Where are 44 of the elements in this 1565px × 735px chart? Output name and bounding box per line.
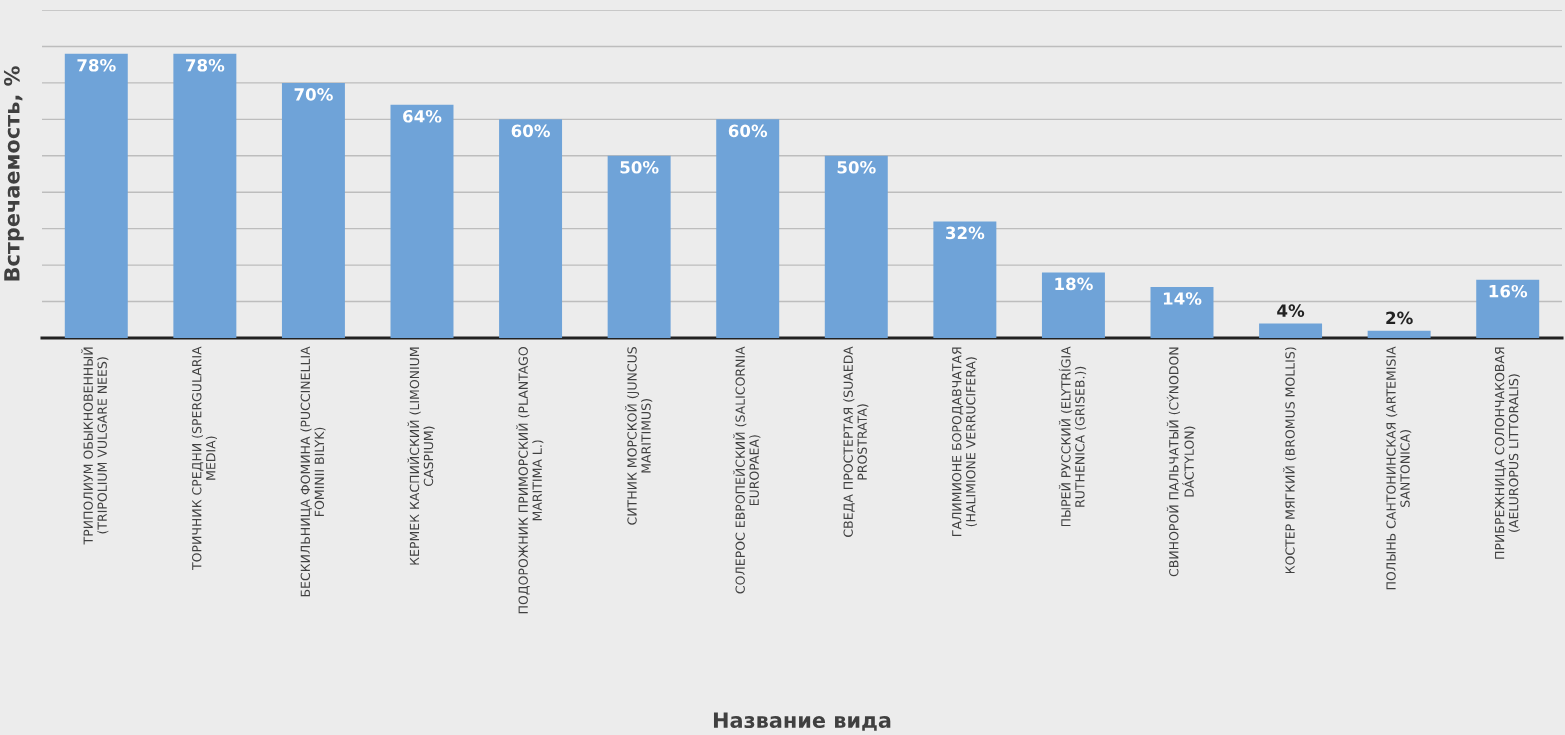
bar [281,82,345,338]
bar [716,119,780,338]
bar [173,53,237,338]
data-label: 60% [511,124,550,138]
data-label: 4% [1277,304,1305,317]
x-tick-label: ТРИПОЛИУМ ОБЫКНОВЕННЫЙ (TRIPOLIUM VULGARE NEES) [81,347,109,545]
x-tick-label: СИТНИК МОРСКОЙ (JUNCUS MARITIMUS) [625,347,653,525]
bar [499,119,563,338]
x-tick-label: ПОДОРОЖНИК ПРИМОРСКИЙ (PLANTAGO MARITIMA L.) [516,347,544,614]
bar [824,155,888,338]
bar [933,221,997,338]
x-tick-label: ТОРИЧНИК СРЕДНИ (SPERGULARIA MEDIA) [191,346,217,571]
data-label: 14% [1163,292,1202,305]
data-label: 78% [186,58,225,72]
x-tick-label: КЕРМЕК КАСПИЙСКИЙ (LIMONIUM CASPIUM) [407,347,435,565]
x-tick-label: ПЫРЕЙ РУССКИЙ (ELYTRÍGIA RUTHENICA (GRISEB.)) [1058,346,1087,527]
x-tick-label: ГАЛИМИОНЕ БОРОДАВЧАТАЯ (HALIMIONE VERRUCIFERA) [952,347,977,536]
bar [607,155,671,338]
data-label: 32% [946,226,985,240]
bar [64,53,128,338]
x-tick-label: СВИНОРОЙ ПАЛЬЧАТЫЙ (CÝNODON DÁCTYLON) [1166,347,1196,577]
x-tick-label: ПОЛЫНЬ САНТОНИНСКАЯ (ARTEMISIA SANTONICA) [1386,346,1412,590]
x-tick-label: ПРИБРЕЖНИЦА СОЛОНЧАКОВАЯ (AELUROPUS LITTORALIS) [1494,347,1520,559]
data-label: 50% [837,160,876,174]
data-label: 16% [1489,284,1528,298]
x-tick-label: БЕСКИЛЬНИЦА ФОМИНА (PUCCINELLIA FOMINII BILYK) [300,346,326,597]
y-axis-title: Встречаемость, % [3,66,24,281]
x-axis-title: Название вида [713,712,891,731]
data-label: 18% [1055,277,1093,291]
data-label: 70% [294,88,333,101]
bar [1150,286,1214,338]
bar [1041,272,1105,338]
x-tick-label: СВЕДА ПРОСТЕРТАЯ (SUAEDA PROSTRATA) [843,346,869,537]
bar [1367,330,1431,338]
x-tick-label: СОЛЕРОС ЕВРОПЕЙСКИЙ (SALICORNIA EUROPAEA) [733,346,761,594]
bar [1259,323,1323,338]
bar [1476,279,1540,338]
bar [390,104,454,338]
data-label: 2% [1386,311,1413,325]
data-label: 64% [403,109,442,123]
x-tick-label: КОСТЕР МЯГКИЙ (BROMUS MOLLIS) [1283,347,1297,574]
data-label: 78% [77,58,116,72]
data-label: 50% [620,160,659,174]
data-label: 60% [728,124,768,138]
